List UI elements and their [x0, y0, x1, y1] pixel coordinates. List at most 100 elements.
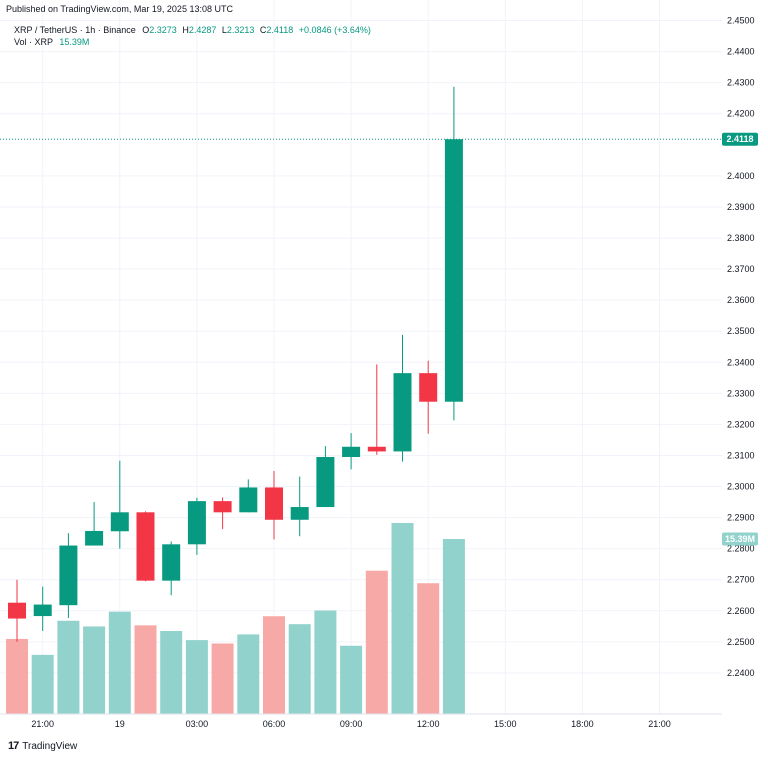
candle[interactable]: [59, 533, 78, 618]
last-price-badge: 2.4118: [722, 132, 758, 146]
volume-bar: [108, 611, 131, 714]
volume-badge: 15.39M: [722, 532, 758, 546]
price-tick-label: 2.3100: [727, 450, 755, 460]
candle-body: [8, 602, 26, 619]
legend-volume-label[interactable]: Vol · XRP: [14, 37, 53, 47]
volume-bar: [288, 624, 311, 714]
legend-close: 2.4118: [266, 25, 294, 35]
candle-body: [316, 457, 335, 508]
price-tick-label: 2.3400: [727, 357, 755, 367]
volume-bar: [57, 620, 80, 714]
legend-open: 2.3273: [149, 25, 177, 35]
price-tick-label: 2.4400: [727, 47, 755, 57]
legend-symbol[interactable]: XRP / TetherUS · 1h · Binance: [14, 25, 136, 35]
candle-body: [59, 545, 78, 606]
candle[interactable]: [85, 502, 104, 546]
volume-bar: [31, 654, 54, 714]
candle-body: [136, 512, 155, 581]
volume-bar: [83, 626, 106, 714]
legend-close-label: C: [259, 25, 267, 35]
candle[interactable]: [290, 476, 309, 537]
legend-open-label: O: [142, 25, 150, 35]
price-tick-label: 2.3200: [727, 419, 755, 429]
price-tick-label: 2.4300: [727, 78, 755, 88]
legend-high-label: H: [182, 25, 189, 35]
candle-body: [187, 501, 206, 545]
candle[interactable]: [136, 511, 155, 582]
time-tick-label: 21:00: [31, 719, 54, 729]
time-tick-label: 15:00: [494, 719, 517, 729]
time-tick-label: 18:00: [571, 719, 594, 729]
time-tick-label: 06:00: [263, 719, 286, 729]
chart-legend: XRP / TetherUS · 1h · Binance O2.3273 H 2…: [14, 24, 371, 48]
volume-bar: [185, 640, 208, 714]
price-tick-label: 2.2600: [727, 606, 755, 616]
time-tick-label: 12:00: [417, 719, 440, 729]
candle-body: [213, 501, 232, 513]
candle[interactable]: [213, 497, 232, 530]
time-tick-label: 09:00: [340, 719, 363, 729]
candle-body: [162, 544, 181, 581]
time-tick-label: 03:00: [186, 719, 209, 729]
candle[interactable]: [33, 586, 52, 631]
volume-bar: [211, 643, 234, 714]
price-tick-label: 2.2900: [727, 513, 755, 523]
candle[interactable]: [393, 334, 412, 462]
price-tick-label: 2.3500: [727, 326, 755, 336]
volume-label: 15.39M: [725, 534, 755, 544]
price-tick-label: 2.4000: [727, 171, 755, 181]
candle[interactable]: [162, 541, 181, 596]
tradingview-brand: TradingView: [22, 740, 78, 752]
price-tick-label: 2.3600: [727, 295, 755, 305]
volume-bar: [237, 634, 260, 714]
candle-body: [444, 139, 463, 402]
price-axis[interactable]: 2.4500 2.4400 2.4300 2.4200 2.4000 2.3900 2.38…: [727, 16, 755, 678]
volume-bar: [134, 625, 157, 714]
candle[interactable]: [265, 470, 283, 540]
candle-body: [367, 446, 386, 452]
tradingview-logo-icon: 17: [8, 740, 19, 752]
price-tick-label: 2.3800: [727, 233, 755, 243]
price-tick-label: 2.2400: [727, 668, 755, 678]
candle[interactable]: [316, 446, 335, 508]
price-tick-label: 2.4200: [727, 109, 755, 119]
candle[interactable]: [187, 497, 206, 555]
candle-series: [8, 86, 463, 642]
candle-body: [85, 530, 104, 546]
price-tick-label: 2.3700: [727, 264, 755, 274]
volume-bar: [365, 570, 388, 714]
price-tick-label: 2.2500: [727, 637, 755, 647]
legend-change: +0.0846 (+3.64%): [298, 25, 371, 35]
published-text: Published on TradingView.com, Mar 19, 20…: [6, 4, 233, 14]
volume-series: [6, 522, 465, 714]
volume-bar: [417, 583, 440, 714]
candle-body: [239, 487, 258, 513]
chart-grid: [0, 0, 722, 714]
legend-low-label: L: [221, 25, 227, 35]
price-tick-label: 2.2800: [727, 544, 755, 554]
legend-volume-value: 15.39M: [59, 37, 90, 47]
published-banner: Published on TradingView.com, Mar 19, 20…: [6, 4, 233, 14]
candle[interactable]: [239, 479, 258, 513]
candle-body: [342, 446, 361, 458]
price-tick-label: 2.3000: [727, 482, 755, 492]
last-price-label: 2.4118: [726, 134, 753, 144]
legend-low: 2.3213: [226, 25, 255, 35]
candle[interactable]: [8, 579, 26, 642]
price-tick-label: 2.4500: [727, 16, 755, 26]
candle[interactable]: [342, 433, 361, 470]
volume-bar: [340, 645, 363, 714]
volume-bar: [314, 610, 337, 714]
volume-bar: [391, 522, 414, 714]
candle[interactable]: [110, 460, 129, 549]
legend-volume-row: Vol · XRP 15.39M: [14, 36, 371, 48]
time-axis[interactable]: 21:00 19 03:00 06:00 09:00 12:00 15:00 18:00 21:…: [31, 719, 670, 729]
volume-bar: [442, 539, 465, 714]
candle[interactable]: [444, 86, 463, 421]
time-tick-label: 21:00: [648, 719, 671, 729]
legend-price-row: XRP / TetherUS · 1h · Binance O2.3273 H 2…: [14, 24, 371, 36]
candle[interactable]: [419, 360, 438, 434]
candle[interactable]: [367, 364, 386, 455]
candle-body: [419, 373, 438, 402]
